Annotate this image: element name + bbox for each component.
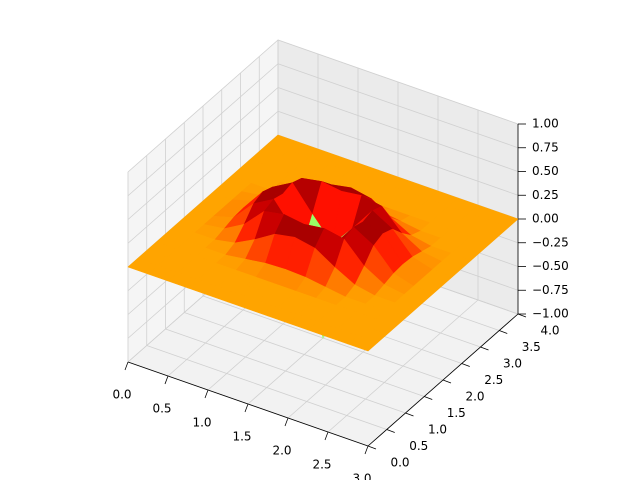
grid-line (127, 39, 279, 173)
tick-mark (324, 431, 329, 441)
tick-mark (386, 429, 395, 433)
tick-mark (405, 412, 414, 417)
z-tick-label: −0.50 (532, 259, 569, 273)
grid-line (127, 87, 279, 220)
y-tick-label: 4.0 (540, 324, 559, 338)
grid-line (165, 328, 406, 414)
y-axis-line (367, 313, 519, 447)
grid-line (277, 63, 519, 149)
grid-line (277, 39, 519, 125)
z-tick-label: 1.00 (532, 117, 559, 131)
tick-mark (244, 403, 249, 413)
z-tick-label: 0.50 (532, 164, 559, 178)
y-tick-label: 3.5 (522, 340, 541, 354)
y-tick-label: 1.0 (428, 423, 447, 437)
grid-line (184, 312, 425, 397)
y-tick-label: 3.0 (503, 357, 522, 371)
tick-mark (499, 330, 508, 334)
z-tick-label: 0.25 (532, 188, 559, 202)
z-tick-label: 0.00 (532, 212, 559, 226)
tick-mark (517, 313, 527, 318)
y-tick-label: 1.5 (447, 406, 466, 420)
tick-mark (164, 375, 169, 385)
tick-mark (424, 396, 433, 400)
x-tick-label: 1.0 (192, 416, 211, 430)
x-tick-label: 2.5 (312, 458, 331, 472)
y-tick-label: 0.5 (409, 439, 428, 453)
surface-facet (347, 335, 378, 352)
grid-line (146, 345, 387, 430)
z-tick-label: −1.00 (532, 307, 569, 321)
tick-mark (480, 346, 489, 351)
x-tick-label: 3.0 (352, 472, 371, 480)
z-tick-label: 0.75 (532, 140, 559, 154)
z-tick-label: −0.75 (532, 283, 569, 297)
grid-line (277, 110, 519, 196)
tick-mark (367, 445, 377, 450)
tick-mark (461, 363, 470, 367)
tick-mark (204, 389, 209, 399)
x-tick-label: 2.0 (272, 444, 291, 458)
tick-mark (442, 379, 452, 384)
z-tick-label: −0.25 (532, 235, 569, 249)
grid-line (277, 87, 519, 172)
x-axis-line (127, 361, 369, 447)
grid-line (127, 110, 279, 244)
tick-mark (364, 445, 369, 455)
tick-mark (284, 417, 289, 427)
y-tick-label: 2.5 (484, 373, 503, 387)
y-tick-label: 0.0 (390, 456, 409, 470)
grid-line (127, 63, 279, 197)
y-tick-label: 2.0 (465, 390, 484, 404)
x-tick-label: 0.0 (112, 388, 131, 402)
x-tick-label: 1.5 (232, 430, 251, 444)
x-tick-label: 0.5 (152, 402, 171, 416)
tick-mark (124, 361, 129, 371)
